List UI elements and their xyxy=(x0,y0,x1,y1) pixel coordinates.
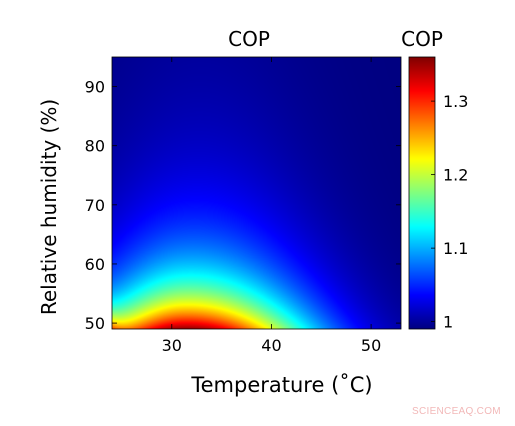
heatmap-field xyxy=(112,57,401,329)
y-tick-label: 50 xyxy=(85,314,105,333)
colorbar-frame xyxy=(408,56,436,330)
colorbar-label: COP xyxy=(401,27,443,51)
colorbar-tick-label: 1.3 xyxy=(443,92,468,111)
chart-title: COP xyxy=(228,27,270,51)
colorbar-tick-label: 1.1 xyxy=(443,239,468,258)
colorbar-tick-label: 1.2 xyxy=(443,166,468,185)
x-tick-label: 50 xyxy=(361,336,381,355)
colorbar-gradient xyxy=(409,57,435,329)
y-tick-label: 90 xyxy=(85,78,105,97)
x-axis-ticks: 30 40 50 xyxy=(162,57,381,355)
x-tick-label: 30 xyxy=(162,336,182,355)
x-tick-label: 40 xyxy=(261,336,281,355)
colorbar-ticks: 1 1.1 1.2 1.3 xyxy=(431,92,468,332)
y-axis-label: Relative humidity (%) xyxy=(37,99,61,315)
watermark-text: SCIENCEAQ.COM xyxy=(412,406,501,417)
y-tick-label: 70 xyxy=(85,196,105,215)
colorbar: 1 1.1 1.2 1.3 COP xyxy=(401,27,468,332)
heatmap-plot xyxy=(111,56,402,330)
y-tick-label: 80 xyxy=(85,137,105,156)
colorbar-tick-label: 1 xyxy=(443,313,453,332)
x-axis-label: Temperature (˚C) xyxy=(190,373,372,397)
plot-frame xyxy=(111,56,402,330)
y-tick-label: 60 xyxy=(85,255,105,274)
y-axis-ticks: 50 60 70 80 90 xyxy=(85,78,401,333)
